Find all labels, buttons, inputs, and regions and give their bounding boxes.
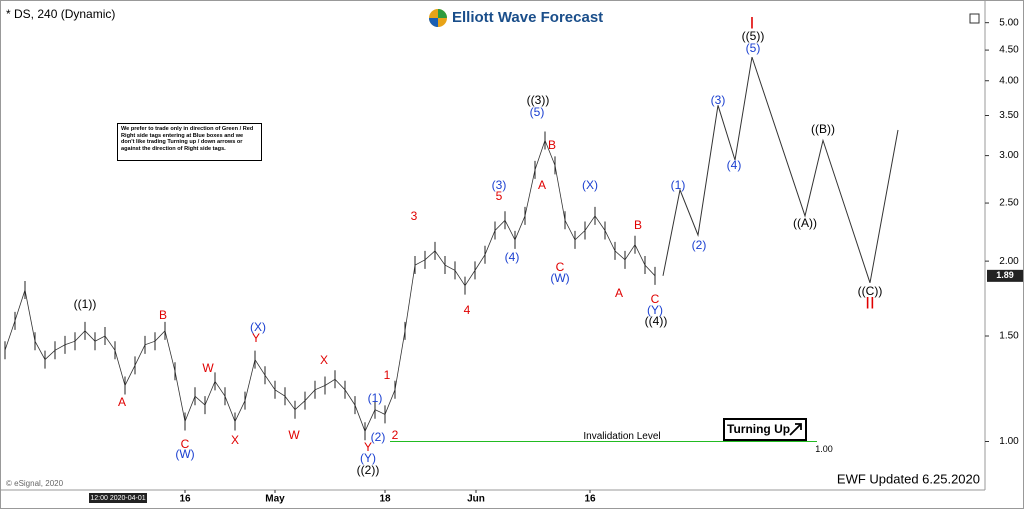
wave-label: C — [181, 437, 190, 451]
wave-label: (W) — [550, 271, 569, 285]
wave-label: (X) — [582, 178, 598, 192]
wave-label: (Y) — [360, 451, 376, 465]
y-tick-label: 5.00 — [999, 17, 1019, 28]
wave-label: A — [538, 178, 546, 192]
wave-label: I — [750, 13, 755, 32]
y-tick-label: 1.00 — [999, 436, 1019, 447]
wave-label: ((4)) — [645, 314, 668, 328]
signal-arrow — [789, 423, 802, 436]
wave-label: A — [118, 395, 126, 409]
wave-label: ((A)) — [793, 216, 817, 230]
updated-label: EWF Updated 6.25.2020 — [837, 471, 980, 486]
wave-label: 5 — [496, 189, 503, 203]
wave-label: ((C)) — [858, 284, 883, 298]
projection-line — [662, 56, 899, 283]
wave-label: (5) — [530, 105, 545, 119]
wave-label: (1) — [671, 178, 686, 192]
y-tick-label: 2.50 — [999, 198, 1019, 209]
logo — [429, 9, 447, 27]
y-tick-label: 1.50 — [999, 331, 1019, 342]
last-price-label: 1.89 — [996, 270, 1014, 280]
wave-label: W — [202, 361, 214, 375]
wave-label: A — [615, 286, 623, 300]
wave-label: C — [651, 292, 660, 306]
wave-label: Y — [364, 440, 372, 454]
wave-label: ((1)) — [74, 297, 97, 311]
price-line — [4, 139, 656, 433]
wave-label: II — [865, 293, 874, 312]
wave-label: W — [288, 428, 300, 442]
wave-label: Y — [252, 331, 260, 345]
wave-label: (X) — [250, 320, 266, 334]
brand: Elliott Wave Forecast — [452, 9, 603, 26]
wave-label: (3) — [492, 178, 507, 192]
wave-label: B — [634, 218, 642, 232]
wave-label: (2) — [371, 430, 386, 444]
invalidation-value: 1.00 — [815, 444, 833, 454]
signal-box — [723, 418, 807, 441]
x-tick-label: 18 — [379, 494, 391, 505]
y-tick-label: 4.00 — [999, 75, 1019, 86]
x-tick-label: 16 — [584, 494, 596, 505]
wave-label: B — [548, 138, 556, 152]
wave-label: (5) — [746, 41, 761, 55]
y-tick-label: 2.00 — [999, 256, 1019, 267]
logo-icon-part — [438, 9, 447, 18]
cursor-box — [89, 493, 147, 503]
wave-label: 1 — [384, 368, 391, 382]
wave-label: (3) — [711, 93, 726, 107]
y-tick-label: 3.50 — [999, 110, 1019, 121]
wave-label: X — [231, 433, 239, 447]
x-tick-label: May — [265, 494, 285, 505]
x-tick-label: Jun — [467, 494, 485, 505]
wave-label: ((3)) — [527, 93, 550, 107]
wave-label: (Y) — [647, 303, 663, 317]
wave-label: 4 — [464, 303, 471, 317]
wave-label: (2) — [692, 238, 707, 252]
wave-label: 3 — [411, 209, 418, 223]
wave-label: (4) — [505, 250, 520, 264]
y-tick-label: 4.50 — [999, 45, 1019, 56]
wave-label: ((B)) — [811, 122, 835, 136]
cursor-label: 12:00 2020-04-01 — [90, 495, 145, 502]
wave-label: B — [159, 308, 167, 322]
wave-label: ((2)) — [357, 463, 380, 477]
copyright: © eSignal, 2020 — [6, 479, 64, 488]
last-price-tag — [987, 269, 1023, 282]
chart-title: * DS, 240 (Dynamic) — [6, 7, 115, 21]
wave-label: (4) — [727, 158, 742, 172]
wave-label: 2 — [392, 428, 399, 442]
wave-label: (W) — [175, 447, 194, 461]
wave-label: C — [556, 260, 565, 274]
window-icon — [969, 13, 980, 24]
note: We prefer to trade only in direction of … — [117, 123, 262, 161]
wave-label: ((5)) — [742, 29, 765, 43]
wave-label: (1) — [368, 391, 383, 405]
invalidation-label: Invalidation Level — [583, 431, 660, 442]
x-tick-label: 16 — [179, 494, 191, 505]
wave-label: X — [320, 353, 328, 367]
signal-label: Turning Up — [727, 422, 790, 436]
logo-icon-part — [429, 18, 438, 27]
y-tick-label: 3.00 — [999, 150, 1019, 161]
